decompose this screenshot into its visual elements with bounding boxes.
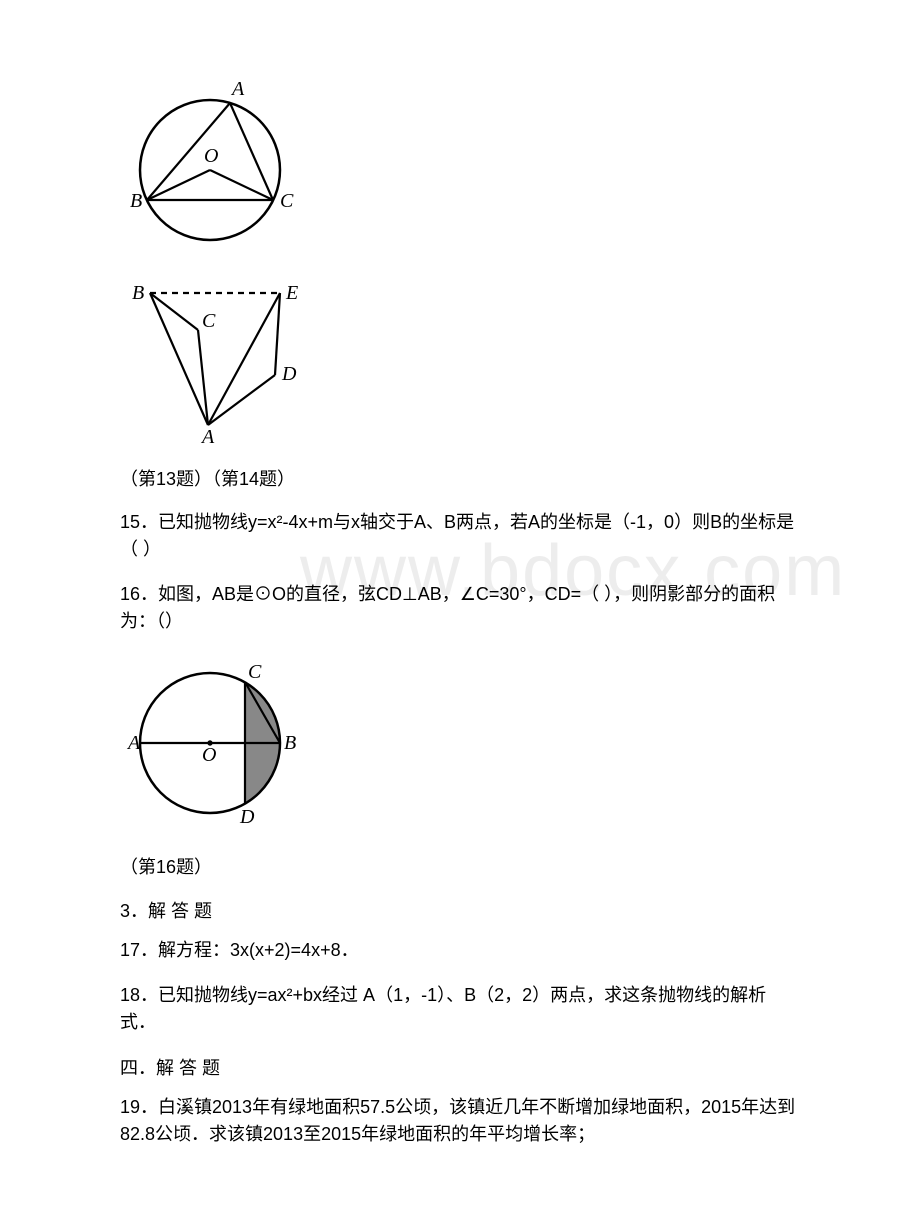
svg-text:D: D [239, 806, 255, 828]
svg-text:D: D [281, 363, 297, 385]
figure-16: A B C D O [120, 653, 800, 833]
figure-14: B E C D A [120, 275, 800, 445]
svg-text:C: C [202, 310, 216, 332]
svg-text:E: E [285, 282, 298, 304]
problem-17: 17．解方程：3x(x+2)=4x+8． [120, 937, 800, 964]
caption-13-14: （第13题）（第14题） [120, 465, 800, 491]
section-3-title: 3．解 答 题 [120, 897, 800, 923]
caption-16: （第16题） [120, 853, 800, 879]
svg-text:B: B [130, 190, 142, 212]
svg-text:B: B [132, 282, 144, 304]
document-content: A B C O B E C D A （第13题）（第14题） 15．已知抛物线y=x²-4x+… [120, 70, 800, 1148]
svg-text:A: A [126, 732, 141, 754]
figure-13: A B C O [120, 70, 800, 255]
problem-18: 18．已知抛物线y=ax²+bx经过 A（1，-1）、B（2，2）两点，求这条抛… [120, 982, 800, 1036]
svg-text:C: C [280, 190, 294, 212]
svg-text:B: B [284, 732, 296, 754]
figure-13-svg: A B C O [120, 70, 300, 255]
problem-19: 19．白溪镇2013年有绿地面积57.5公顷，该镇近几年不断增加绿地面积，201… [120, 1094, 800, 1148]
svg-text:O: O [204, 145, 218, 167]
svg-text:A: A [200, 426, 215, 445]
svg-text:C: C [248, 661, 262, 683]
svg-text:O: O [202, 744, 216, 766]
problem-16: 16．如图，AB是⊙O的直径，弦CD⊥AB，∠C=30°，CD=（ ），则阴影部… [120, 581, 800, 635]
section-4-title: 四．解 答 题 [120, 1054, 800, 1080]
figure-14-svg: B E C D A [120, 275, 310, 445]
figure-16-svg: A B C D O [120, 653, 310, 833]
problem-15: 15．已知抛物线y=x²-4x+m与x轴交于A、B两点，若A的坐标是（-1，0）… [120, 509, 800, 563]
svg-text:A: A [230, 78, 245, 100]
